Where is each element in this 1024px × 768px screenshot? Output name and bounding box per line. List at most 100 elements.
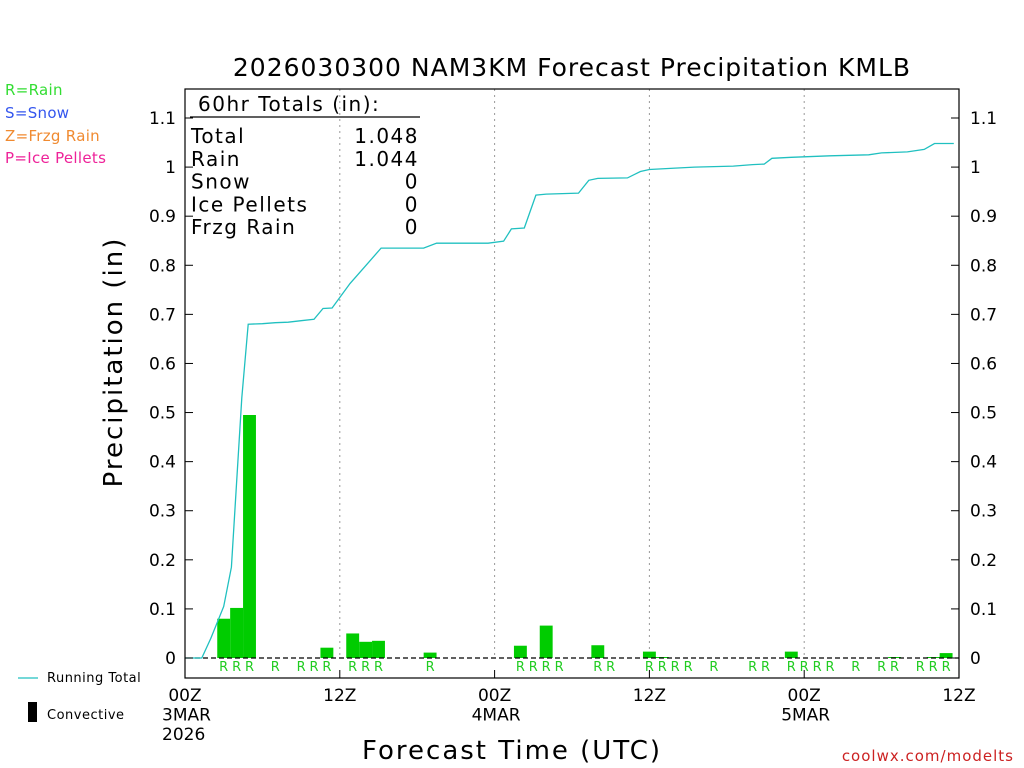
totals-label: Total [190,124,245,148]
ptype-marker-8: R [361,660,370,675]
totals-label: Rain [191,147,241,171]
y-tick-label-right: 1.1 [970,109,997,129]
running-total-line [185,142,954,659]
precip-bar-16 [939,653,953,658]
chart-title: 2026030300 NAM3KM Forecast Precipitation… [233,53,911,82]
ptype-marker-29: R [877,660,886,675]
y-tick-label-left: 0.9 [149,207,176,227]
x-tick-label: 00Z [478,686,511,706]
x-tick-date-label: 3MAR [162,706,211,726]
ptype-marker-25: R [800,660,809,675]
precip-bar-11 [642,651,656,658]
convective-legend-label: Convective [47,708,125,723]
precip-bar-1 [230,607,244,658]
ptype-marker-7: R [348,660,357,675]
totals-header: 60hr Totals (in): [198,92,380,116]
ptype-marker-30: R [890,660,899,675]
x-tick-label: 12Z [323,686,356,706]
y-tick-label-right: 0 [970,649,981,669]
y-tick-label-left: 0.3 [149,502,176,522]
ptype-marker-31: R [916,660,925,675]
x-tick-date-label: 5MAR [781,706,830,726]
source-credit: coolwx.com/modelts [842,747,1014,765]
y-tick-label-right: 1 [970,158,981,178]
legend-frzg-rain: Z=Frzg Rain [5,127,100,145]
ptype-marker-3: R [271,660,280,675]
ptype-marker-14: R [555,660,564,675]
y-tick-label-right: 0.2 [970,551,997,571]
plot-frame [184,88,960,679]
axes [184,88,960,679]
x-tick-label: 12Z [633,686,666,706]
ptype-marker-27: R [825,660,834,675]
precip-bar-0 [217,618,231,658]
ptype-marker-10: R [426,660,435,675]
ptype-marker-6: R [322,660,331,675]
ptype-marker-23: R [761,660,770,675]
y-tick-labels-left: 0 0.1 0.2 0.3 0.4 0.5 0.6 0.7 0.8 0.9 1 1.1 [149,109,176,669]
y-tick-label-right: 0.3 [970,502,997,522]
gridlines [339,89,805,658]
y-tick-label-left: 1 [165,158,176,178]
ptype-marker-28: R [851,660,860,675]
x-tick-label: 00Z [168,686,201,706]
ptype-marker-20: R [684,660,693,675]
y-tick-label-left: 0.1 [149,600,176,620]
ptype-marker-13: R [542,660,551,675]
totals-value: 1.044 [354,147,419,171]
y-tick-label-left: 0.7 [149,305,176,325]
y-tick-label-right: 0.6 [970,354,997,374]
y-tick-label-left: 0.5 [149,404,176,424]
totals-value: 0 [405,170,419,194]
y-tick-label-left: 0.6 [149,354,176,374]
x-axis-label: Forecast Time (UTC) [362,736,662,766]
precip-bar-13 [784,651,798,658]
ptype-marker-1: R [232,660,241,675]
ptype-marker-11: R [516,660,525,675]
y-tick-label-left: 0.8 [149,256,176,276]
ptype-marker-24: R [787,660,796,675]
x-tick-label: 00Z [788,686,821,706]
totals-label: Snow [191,170,251,194]
ptype-marker-5: R [309,660,318,675]
y-axis-label: Precipitation (in) [99,237,129,488]
ptype-marker-19: R [671,660,680,675]
ptype-marker-32: R [929,660,938,675]
totals-box: 60hr Totals (in): Total 1.048 Rain 1.044 Sno… [190,92,420,239]
y-tick-label-right: 0.5 [970,404,997,424]
x-tick-date-label: 2026 [162,725,205,745]
y-tick-label-right: 0.9 [970,207,997,227]
y-tick-label-left: 0.4 [149,453,176,473]
precip-bars [195,415,959,659]
precip-bar-7 [423,652,437,658]
ptype-marker-12: R [529,660,538,675]
totals-label: Frzg Rain [191,215,296,239]
totals-value: 0 [405,192,419,216]
precip-bar-4 [346,633,360,658]
y-tick-labels-right: 0 0.1 0.2 0.3 0.4 0.5 0.6 0.7 0.8 0.9 1 1.1 [970,109,997,669]
ptype-marker-22: R [748,660,757,675]
ptype-marker-9: R [374,660,383,675]
legend-ice-pellets: P=Ice Pellets [5,149,107,167]
precip-bar-10 [591,645,605,658]
totals-value: 1.048 [354,124,419,148]
ptype-marker-2: R [245,660,254,675]
y-tick-label-right: 0.1 [970,600,997,620]
convective-legend-swatch [28,702,37,722]
totals-value: 0 [405,215,419,239]
y-tick-label-left: 0 [165,649,176,669]
y-tick-label-right: 0.7 [970,305,997,325]
y-tick-label-left: 1.1 [149,109,176,129]
precip-bar-8 [513,645,527,658]
ptype-marker-4: R [297,660,306,675]
precip-bar-5 [359,641,373,658]
ptype-marker-21: R [709,660,718,675]
x-tick-label: 12Z [942,686,975,706]
precip-bar-3 [320,647,334,658]
ptype-marker-0: R [219,660,228,675]
ptype-marker-26: R [813,660,822,675]
running-total-legend-label: Running Total [47,671,141,686]
